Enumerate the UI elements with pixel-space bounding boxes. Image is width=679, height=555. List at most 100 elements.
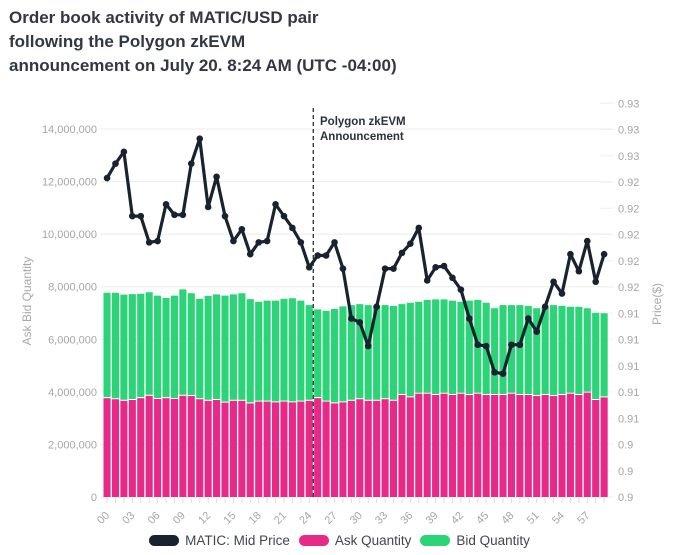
mid-price-point[interactable] [305,264,313,271]
mid-price-point[interactable] [129,212,136,220]
mid-price-point[interactable] [331,239,338,246]
ask-quantity-bar[interactable] [120,400,128,497]
bid-quantity-bar[interactable] [415,301,423,393]
mid-price-point[interactable] [171,211,178,219]
ask-quantity-bar[interactable] [465,395,473,497]
bid-quantity-bar[interactable] [575,306,583,395]
bid-quantity-bar[interactable] [440,299,448,393]
mid-price-point[interactable] [213,173,220,181]
bid-quantity-bar[interactable] [398,304,406,395]
ask-quantity-bar[interactable] [566,393,574,497]
mid-price-point[interactable] [407,240,414,247]
bid-quantity-bar[interactable] [280,298,288,401]
bid-quantity-bar[interactable] [558,305,566,395]
mid-price-point[interactable] [592,278,599,286]
bid-quantity-bar[interactable] [330,309,339,403]
bid-quantity-bar[interactable] [255,301,263,401]
ask-quantity-bar[interactable] [128,400,136,497]
bid-quantity-bar[interactable] [187,293,195,396]
mid-price-point[interactable] [491,369,498,376]
ask-quantity-bar[interactable] [533,396,541,497]
mid-price-point[interactable] [188,160,195,167]
mid-price-point[interactable] [373,303,380,310]
bid-quantity-bar[interactable] [592,312,600,400]
ask-quantity-bar[interactable] [448,395,457,497]
ask-quantity-bar[interactable] [457,393,465,497]
bid-quantity-bar[interactable] [566,306,574,393]
mid-price-point[interactable] [280,212,288,220]
ask-quantity-bar[interactable] [204,400,212,497]
legend-item-ask-quantity[interactable]: Ask Quantity [298,533,411,548]
ask-quantity-bar[interactable] [196,399,204,497]
bid-quantity-bar[interactable] [154,295,162,398]
bid-quantity-bar[interactable] [272,300,280,402]
ask-quantity-bar[interactable] [305,400,313,497]
bid-quantity-bar[interactable] [339,306,347,402]
ask-quantity-bar[interactable] [600,397,608,497]
bid-quantity-bar[interactable] [120,294,128,400]
mid-price-point[interactable] [339,265,347,272]
mid-price-point[interactable] [314,252,321,259]
bid-quantity-bar[interactable] [263,300,271,401]
bid-quantity-bar[interactable] [179,289,187,395]
bid-quantity-bar[interactable] [111,292,120,399]
mid-price-point[interactable] [440,262,448,270]
ask-quantity-bar[interactable] [137,398,145,497]
mid-price-point[interactable] [600,250,608,258]
ask-quantity-bar[interactable] [491,395,499,497]
ask-quantity-bar[interactable] [583,392,591,497]
bid-quantity-bar[interactable] [457,301,465,393]
mid-price-point[interactable] [364,342,372,350]
mid-price-point[interactable] [221,212,229,220]
bid-quantity-bar[interactable] [516,305,524,395]
mid-price-point[interactable] [204,203,212,211]
bid-quantity-bar[interactable] [204,295,212,400]
ask-quantity-bar[interactable] [238,400,246,497]
bid-quantity-bar[interactable] [196,298,204,399]
mid-price-point[interactable] [508,341,515,349]
bid-quantity-bar[interactable] [423,299,431,393]
ask-quantity-bar[interactable] [221,402,229,497]
mid-price-point[interactable] [154,237,161,245]
bid-quantity-bar[interactable] [373,305,381,400]
mid-price-point[interactable] [297,239,305,246]
bid-quantity-bar[interactable] [347,305,355,400]
legend-item-bid-quantity[interactable]: Bid Quantity [420,533,530,548]
bid-quantity-bar[interactable] [364,305,372,400]
bid-quantity-bar[interactable] [229,294,237,400]
ask-quantity-bar[interactable] [524,395,532,497]
bid-quantity-bar[interactable] [137,293,145,398]
ask-quantity-bar[interactable] [373,400,381,497]
ask-quantity-bar[interactable] [103,398,111,497]
mid-price-point[interactable] [103,174,111,182]
ask-quantity-bar[interactable] [314,398,322,497]
bid-quantity-bar[interactable] [550,305,558,396]
bid-quantity-bar[interactable] [491,308,499,395]
mid-price-point[interactable] [137,212,145,220]
bid-quantity-bar[interactable] [213,294,221,400]
bid-quantity-bar[interactable] [246,299,254,403]
ask-quantity-bar[interactable] [288,402,296,497]
mid-price-point[interactable] [272,201,279,208]
bid-quantity-bar[interactable] [600,313,608,397]
mid-price-point[interactable] [499,370,507,377]
ask-quantity-bar[interactable] [364,400,372,497]
ask-quantity-bar[interactable] [575,395,583,497]
mid-price-point[interactable] [112,160,119,167]
bid-quantity-bar[interactable] [297,300,305,401]
mid-price-point[interactable] [238,225,246,233]
mid-price-point[interactable] [322,252,330,259]
mid-price-point[interactable] [196,135,204,142]
ask-quantity-bar[interactable] [389,400,398,497]
ask-quantity-bar[interactable] [187,396,195,497]
ask-quantity-bar[interactable] [339,402,347,497]
ask-quantity-bar[interactable] [154,398,162,497]
mid-price-point[interactable] [348,315,355,322]
mid-price-point[interactable] [558,290,566,297]
ask-quantity-bar[interactable] [162,398,170,497]
ask-quantity-bar[interactable] [255,401,263,497]
mid-price-point[interactable] [482,342,490,350]
ask-quantity-bar[interactable] [280,401,288,497]
ask-quantity-bar[interactable] [499,395,507,497]
ask-quantity-bar[interactable] [381,399,389,497]
